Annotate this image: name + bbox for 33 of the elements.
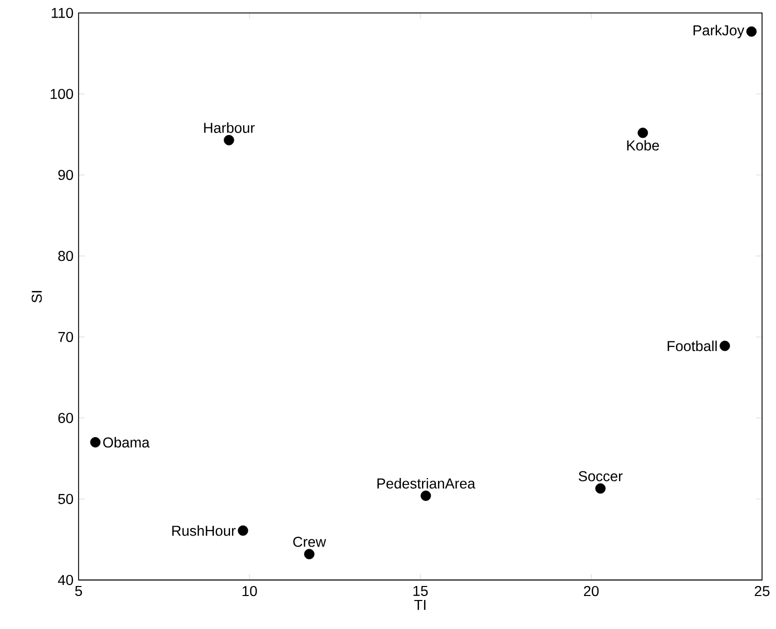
- annotation: Kobe: [627, 140, 659, 151]
- x-tick-label: 10: [242, 586, 257, 596]
- point: [746, 26, 757, 37]
- y-axis-title: SI: [32, 291, 42, 303]
- x-tick-label: 20: [584, 586, 599, 596]
- annotation: Harbour: [204, 122, 255, 134]
- y-tick-label: 110: [52, 8, 74, 18]
- point: [638, 128, 648, 138]
- point: [90, 437, 101, 448]
- point: [420, 490, 431, 502]
- y-tick-label: 70: [58, 332, 74, 342]
- x-tick-label: 5: [75, 586, 82, 596]
- annotation: ParkJoy: [694, 24, 744, 38]
- y-tick-label: 60: [58, 413, 74, 424]
- point: [595, 483, 606, 494]
- annotation: Soccer: [578, 471, 623, 482]
- point: [224, 135, 234, 146]
- y-tick-label: 90: [58, 170, 74, 180]
- y-tick-label: 40: [58, 575, 74, 586]
- point: [238, 526, 248, 536]
- x-tick-label: 15: [413, 586, 428, 596]
- annotation: Obama: [103, 437, 150, 448]
- x-tick-label: 25: [754, 586, 770, 596]
- point: [304, 549, 314, 560]
- annotation: PedestrianArea: [377, 478, 476, 489]
- annotation: RushHour: [172, 525, 236, 536]
- annotation: Crew: [293, 536, 326, 548]
- point: [720, 340, 730, 352]
- y-tick-label: 50: [58, 494, 74, 504]
- annotation: Football: [668, 340, 717, 352]
- y-tick-label: 100: [50, 88, 74, 100]
- x-axis-title: TI: [414, 600, 426, 610]
- y-tick-label: 80: [58, 250, 74, 262]
